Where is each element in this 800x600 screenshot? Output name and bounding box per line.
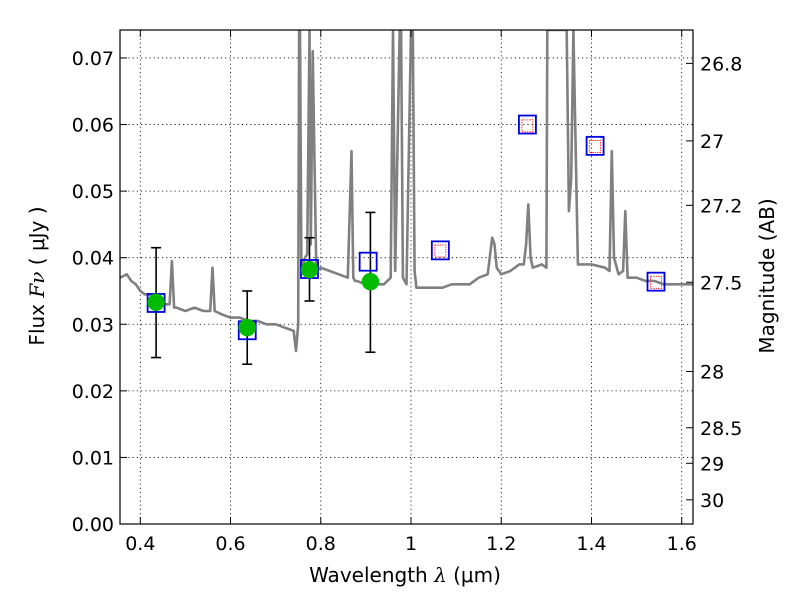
model-square-point — [430, 240, 450, 261]
x-tick-label: 1.2 — [486, 533, 516, 555]
observed-point — [361, 272, 380, 291]
y-tick-label: 0.02 — [72, 381, 114, 403]
model-square-point — [358, 251, 378, 272]
y-tick-label: 0.03 — [72, 314, 114, 336]
prediction-square-point — [589, 140, 602, 154]
y-tick-label: 0.06 — [72, 115, 114, 137]
ticks — [120, 30, 693, 525]
x-tick-label: 0.6 — [215, 533, 245, 555]
y2-tick-label: 28 — [700, 361, 724, 383]
y-tick-label: 0.05 — [72, 181, 114, 203]
prediction-square-point — [521, 119, 534, 133]
plot-content — [120, 30, 693, 366]
y2-tick-label: 29 — [700, 453, 724, 475]
x-tick-label: 0.4 — [125, 533, 155, 555]
y-tick-label: 0.04 — [72, 248, 114, 270]
y2-tick-label: 27.5 — [700, 272, 742, 294]
model-square-point — [646, 271, 666, 292]
y2-tick-label: 26.8 — [700, 53, 742, 75]
x-tick-label: 1 — [405, 533, 417, 555]
y2-tick-label: 28.5 — [700, 418, 742, 440]
x-tick-label: 1.4 — [576, 533, 606, 555]
observed-point — [238, 318, 256, 337]
prediction-square-point — [434, 244, 447, 258]
y-tick-label: 0.01 — [72, 447, 114, 469]
x-axis-label: Wavelength λ (μm) — [309, 563, 501, 587]
tick-labels: 0.4 0.6 0.8 1 1.2 1.4 1.6 0.00 0.01 0.02 0.03 0.04 0… — [72, 48, 743, 555]
y-tick-label: 0.07 — [72, 48, 114, 70]
y2-tick-label: 27.2 — [700, 195, 742, 217]
y-tick-label: 0.00 — [72, 514, 114, 536]
y2-tick-label: 30 — [700, 490, 724, 512]
y2-tick-label: 27 — [700, 131, 724, 153]
y-axis-label: Flux Fν ( μJy ) — [25, 206, 49, 345]
y2-axis-label: Magnitude (AB) — [755, 198, 779, 353]
model-square-point — [518, 114, 537, 135]
x-tick-label: 0.8 — [306, 533, 336, 555]
spectrum-line — [120, 30, 693, 353]
observed-point — [300, 260, 319, 279]
x-tick-label: 1.6 — [667, 533, 697, 555]
plot-frame — [119, 29, 694, 525]
prediction-square-point — [650, 275, 663, 289]
model-square-point — [585, 135, 605, 156]
observed-point — [147, 293, 165, 312]
